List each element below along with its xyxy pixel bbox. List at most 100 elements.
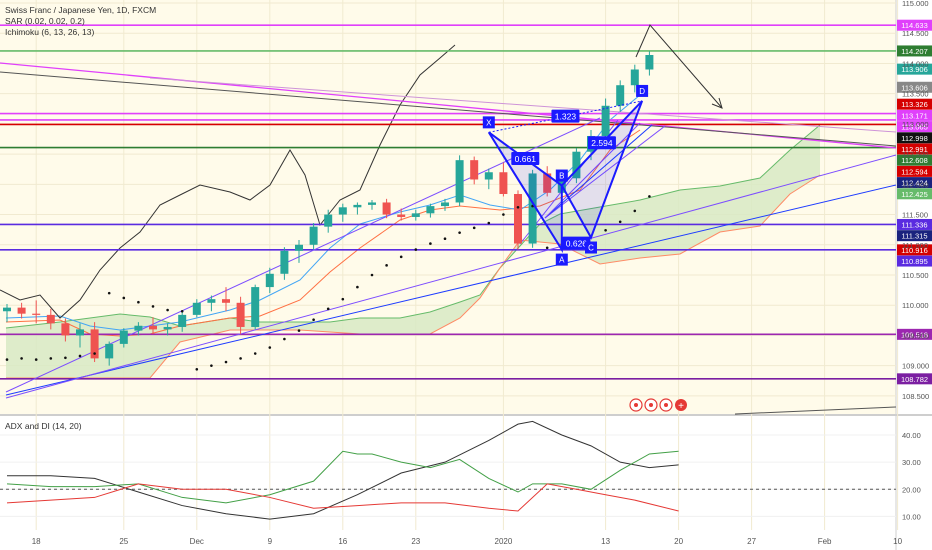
sar-dot (239, 357, 242, 360)
candle-body (17, 307, 26, 314)
pattern-ratio-box (562, 236, 591, 250)
candle-body (3, 307, 11, 312)
sar-dot (502, 213, 505, 216)
pattern-point-label: C (588, 244, 594, 253)
pattern-point-marker[interactable] (585, 241, 597, 254)
adx-series-line (6, 450, 679, 504)
sar-dot (283, 337, 286, 341)
horizontal-levels (0, 24, 896, 380)
candle-body (119, 330, 128, 344)
adx-series-line (7, 420, 679, 520)
price-tick-label: 108.500 (902, 392, 929, 401)
price-tick-label: 111.500 (902, 211, 928, 220)
price-tick-label: 111.000 (902, 241, 928, 250)
price-tag-label: 112.594 (901, 167, 928, 176)
candle-body (455, 160, 464, 203)
candle-body (134, 325, 143, 331)
pattern-point-label: B (559, 172, 564, 181)
event-add-icon[interactable] (675, 399, 687, 411)
candle-body (251, 287, 260, 327)
price-tag-label: 110.916 (901, 246, 928, 255)
pattern-point-marker[interactable] (482, 116, 495, 129)
candle-body (441, 202, 449, 207)
sar-dot (49, 357, 53, 360)
time-tick-label: 20 (674, 537, 683, 546)
candle-body (572, 151, 581, 179)
sar-dot (93, 352, 96, 355)
price-tag (897, 132, 932, 144)
projection-arrow (635, 24, 723, 109)
price-tag (897, 81, 932, 93)
candle-body (411, 213, 420, 217)
sar-dot (648, 195, 651, 198)
sar-dot (268, 346, 272, 349)
price-tick-label: 114.000 (902, 59, 929, 68)
price-tick-label: 109.500 (902, 331, 929, 340)
time-tick-label: 10 (893, 537, 902, 546)
price-tag (897, 373, 932, 385)
price-tag (897, 188, 932, 200)
time-tick-label: 16 (338, 537, 347, 546)
candle-body (192, 302, 201, 315)
candle-body (630, 69, 639, 86)
sar-legend[interactable]: SAR (0.02, 0.02, 0.2) (5, 16, 85, 26)
adx-plot-background (0, 416, 896, 530)
pattern-ratio-label: 2.594 (591, 138, 613, 148)
ichimoku-legend[interactable]: Ichimoku (6, 13, 26, 13) (5, 27, 94, 37)
pattern-ratio-box (511, 151, 540, 165)
sar-dot (78, 354, 82, 358)
price-tag (897, 328, 932, 340)
time-tick-label: Dec (190, 537, 204, 546)
trendline-fan-1 (544, 125, 666, 219)
candle-body (353, 204, 362, 208)
price-tag-label: 110.895 (901, 257, 928, 266)
time-tick-label: 25 (119, 537, 128, 546)
candle-body (645, 54, 654, 70)
candle-body (32, 313, 41, 315)
pattern-point-marker[interactable] (555, 169, 568, 182)
pattern-point-marker[interactable] (555, 253, 568, 266)
legend-header: Swiss Franc / Japanese Yen, 1D, FXCM SAR… (5, 5, 156, 431)
price-tag-label: 114.207 (901, 47, 928, 56)
sar-dot (341, 297, 345, 301)
price-tick-label: 113.000 (902, 120, 929, 129)
sar-dot (297, 329, 301, 332)
sar-dot (107, 291, 111, 295)
time-tick-label: 27 (747, 537, 756, 546)
candle-body (309, 226, 318, 245)
trendline-upward-3 (5, 117, 601, 393)
price-tag-label: 113.171 (901, 111, 928, 120)
event-icons[interactable]: + (629, 398, 687, 412)
candle-body (543, 173, 552, 193)
candle-body (368, 202, 376, 205)
candle-body (616, 85, 625, 106)
candle-body (601, 105, 610, 136)
pattern-point-marker[interactable] (636, 84, 649, 97)
price-tick-label: 113.500 (902, 90, 929, 99)
price-tag-label: 108.782 (901, 375, 928, 384)
sar-dot (356, 285, 359, 289)
price-tag (897, 109, 932, 121)
candle-body (397, 214, 406, 217)
candle-body (295, 244, 303, 251)
time-tick-label: 23 (411, 537, 420, 546)
sar-dot (443, 237, 447, 241)
price-tick-label: 115.000 (902, 0, 929, 8)
sar-dot (34, 358, 38, 361)
price-axis-labels: 114.633 114.207 113.906 113.606 113.326 113.1… (897, 19, 932, 385)
ichimoku-chikou-line (0, 44, 456, 319)
candle-body (149, 325, 157, 330)
candle-body (484, 172, 493, 180)
price-tag-label: 111.315 (902, 232, 928, 241)
adx-legend[interactable]: ADX and DI (14, 20) (5, 421, 82, 431)
sar-dot (20, 357, 23, 360)
candle-body (324, 214, 333, 227)
trendline-fan-2 (544, 124, 653, 219)
price-tick-label: 112.500 (902, 150, 929, 159)
price-tick-label: 110.500 (902, 271, 929, 280)
price-tag-label: 112.425 (901, 190, 928, 199)
symbol-title[interactable]: Swiss Franc / Japanese Yen, 1D, FXCM (5, 5, 156, 15)
time-axis: 18 25 Dec 9 16 23 2020 13 20 27 Feb 10 (32, 537, 903, 546)
price-tag (897, 143, 932, 155)
